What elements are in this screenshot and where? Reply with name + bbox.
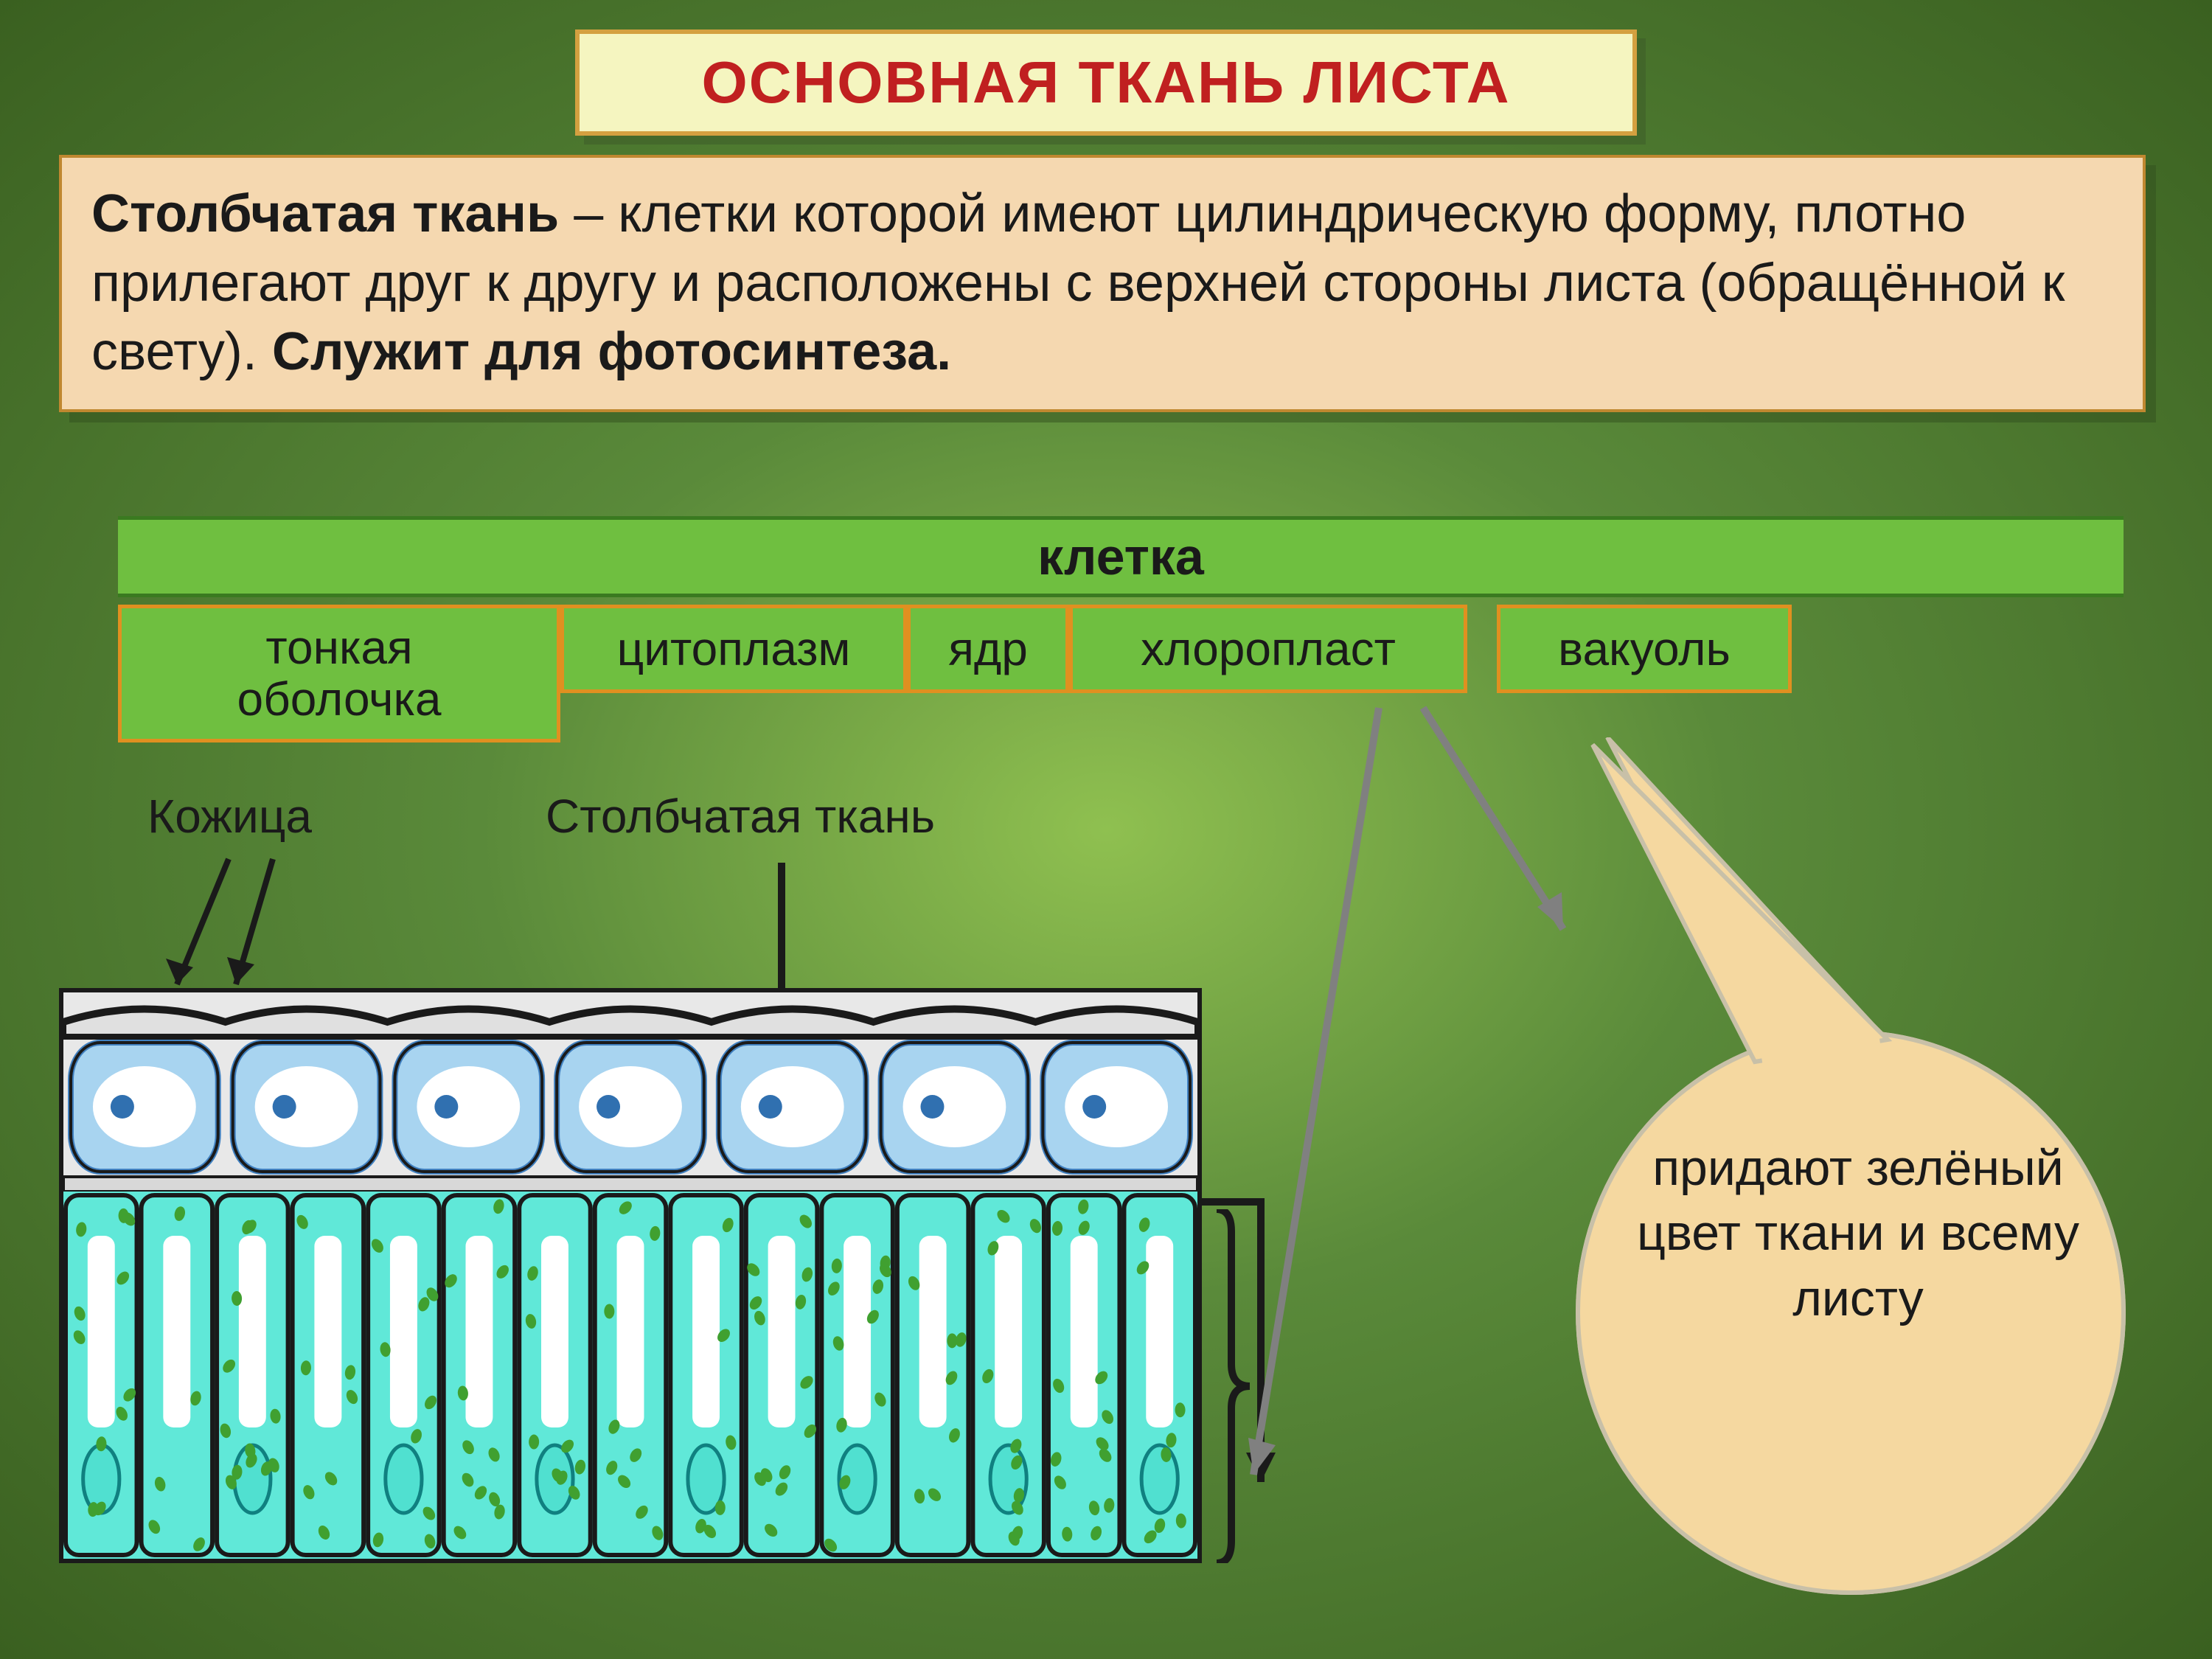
brace-icon — [1209, 1209, 1253, 1563]
speech-text: придают зелёный цвет ткани и всему листу — [1607, 1135, 2109, 1331]
palisade-label: Столбчатая ткань — [546, 789, 935, 844]
part-membrane: тонкая оболочка — [118, 605, 560, 742]
cell-header: клетка — [118, 516, 2124, 597]
title-box: ОСНОВНАЯ ТКАНЬ ЛИСТА — [575, 29, 1637, 136]
description-box: Столбчатая ткань – клетки которой имеют … — [59, 155, 2146, 412]
part-chloroplast: хлоропласт — [1069, 605, 1467, 693]
page-title: ОСНОВНАЯ ТКАНЬ ЛИСТА — [701, 49, 1510, 115]
part-nucleus: ядр — [907, 605, 1069, 693]
desc-bold2: Служит для фотосинтеза. — [272, 322, 951, 381]
desc-bold1: Столбчатая ткань — [91, 184, 559, 243]
epidermis-label: Кожица — [147, 789, 312, 844]
part-vacuole: вакуоль — [1497, 605, 1792, 693]
cell-parts-row: тонкая оболочка цитоплазм ядр хлоропласт… — [118, 605, 2124, 742]
part-cytoplasm: цитоплазм — [560, 605, 907, 693]
leaf-cross-section-diagram — [59, 988, 1202, 1563]
